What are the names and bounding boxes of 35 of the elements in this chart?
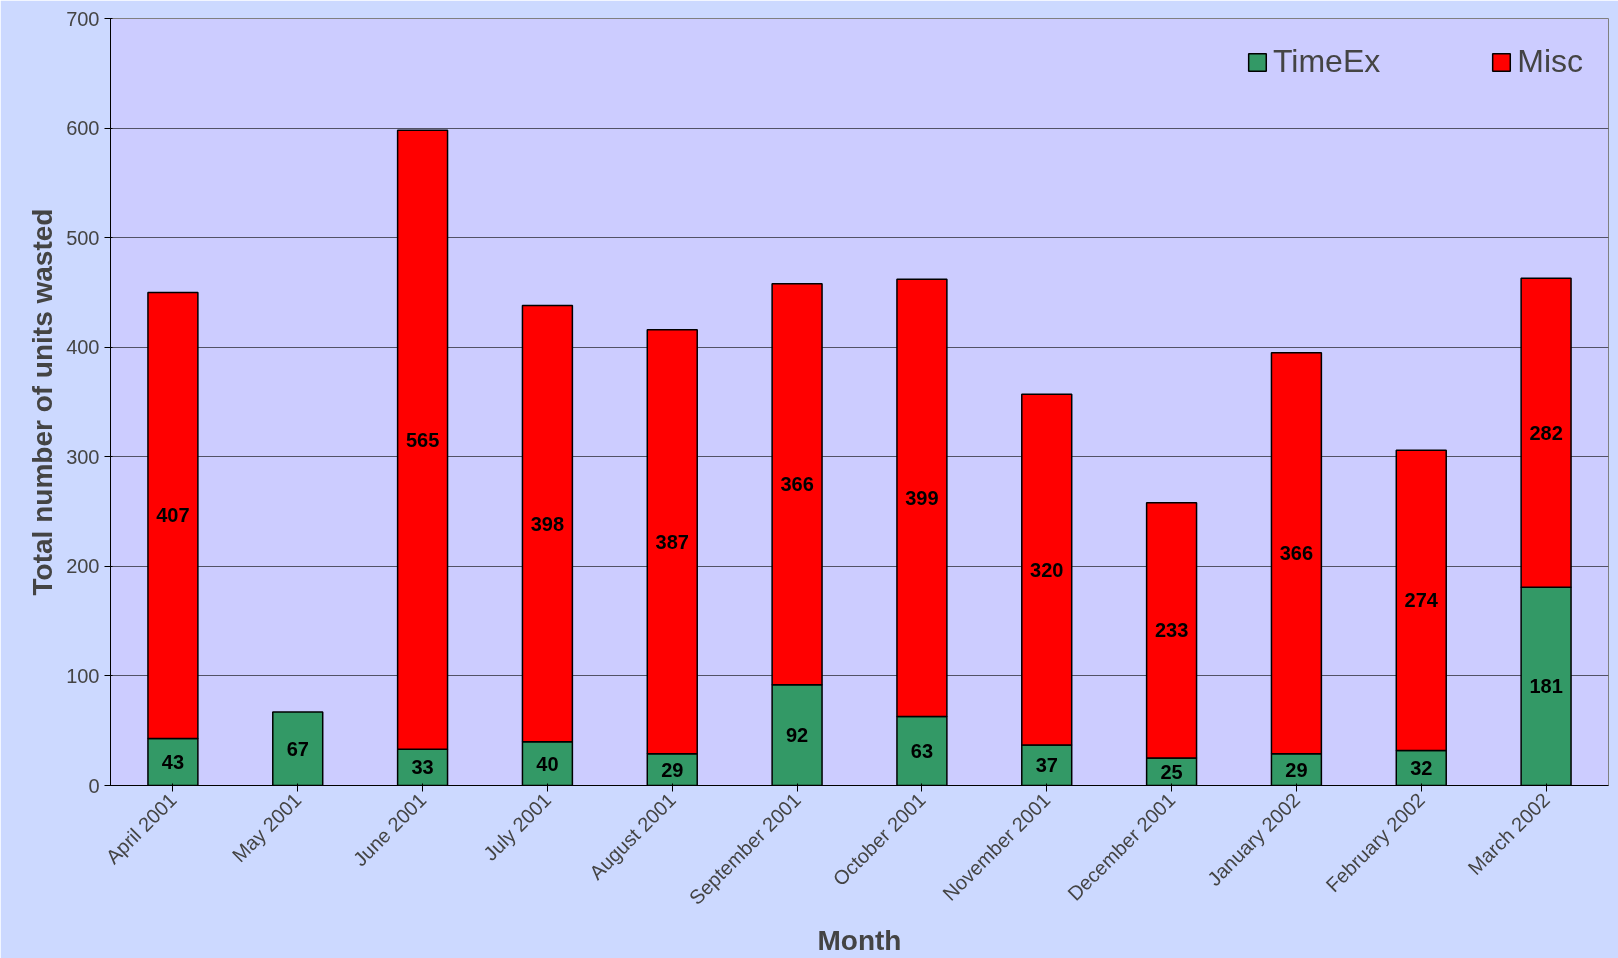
data-label: 25 <box>1160 760 1183 783</box>
data-label: 40 <box>536 752 559 775</box>
data-label: 92 <box>785 724 809 747</box>
data-label: 366 <box>1279 542 1314 565</box>
data-label: 29 <box>661 758 684 781</box>
data-label: 274 <box>1404 589 1439 612</box>
y-axis-title: Total number of units wasted <box>27 208 59 596</box>
y-tick-label: 700 <box>66 7 100 30</box>
legend-label: TimeEx <box>1272 43 1381 80</box>
data-label: 181 <box>1529 675 1563 698</box>
data-label: 67 <box>286 737 309 760</box>
data-label: 37 <box>1035 754 1058 777</box>
y-tick-label: 200 <box>66 555 100 578</box>
data-label: 565 <box>405 428 440 451</box>
data-label: 29 <box>1285 758 1308 781</box>
data-label: 398 <box>530 512 565 535</box>
y-tick-label: 300 <box>66 445 100 468</box>
x-axis-title: Month <box>817 924 902 956</box>
data-label: 233 <box>1154 619 1189 642</box>
y-tick-label: 0 <box>88 774 100 797</box>
y-tick-label: 400 <box>66 336 100 359</box>
data-label: 282 <box>1529 421 1563 444</box>
data-label: 399 <box>905 486 939 509</box>
data-label: 387 <box>655 530 689 553</box>
data-label: 33 <box>411 756 434 779</box>
y-tick-label: 500 <box>66 226 100 249</box>
data-label: 43 <box>161 750 185 773</box>
data-label: 320 <box>1030 558 1064 581</box>
data-label: 32 <box>1410 756 1433 779</box>
data-label: 63 <box>910 739 934 762</box>
legend-label: Misc <box>1517 43 1583 80</box>
y-tick-label: 100 <box>66 664 100 687</box>
data-label: 407 <box>156 504 190 527</box>
data-label: 366 <box>780 473 814 496</box>
y-tick-label: 600 <box>66 117 100 140</box>
